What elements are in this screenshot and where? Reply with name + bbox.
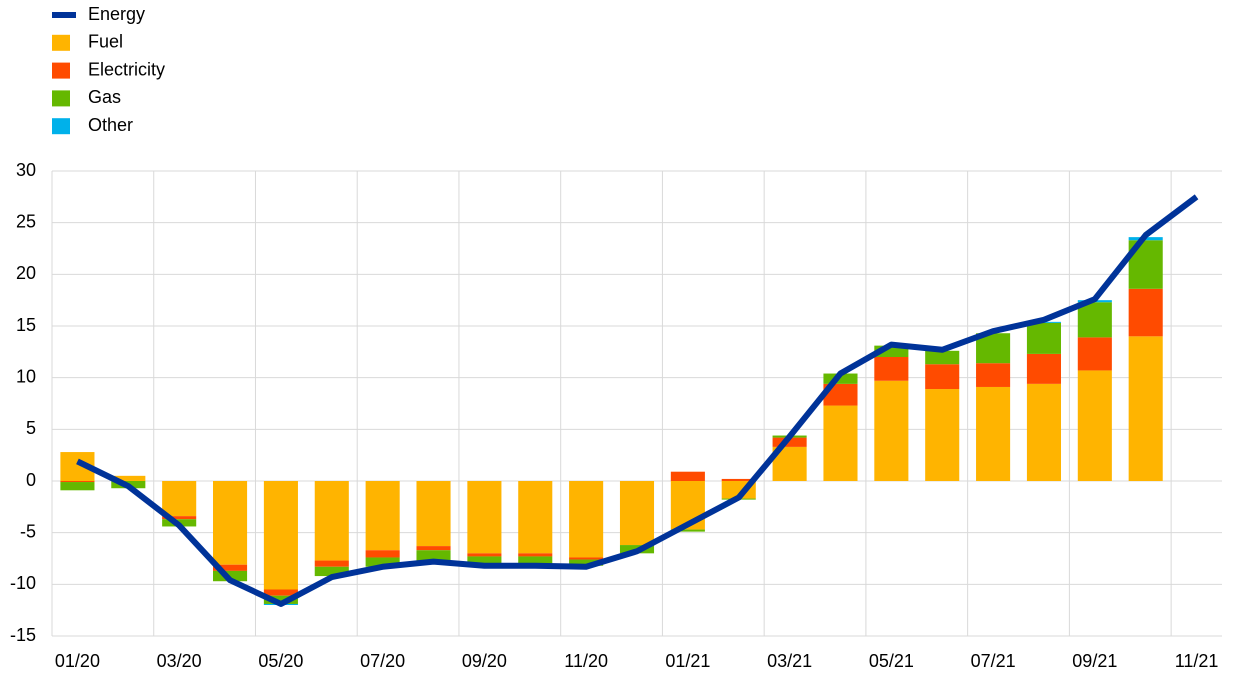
bar-segment (518, 481, 553, 554)
bar-segment (874, 357, 909, 381)
bar-segment (925, 350, 960, 365)
legend-label: Fuel (88, 32, 123, 52)
x-tick-label: 03/20 (157, 651, 202, 671)
bar-segment (569, 481, 604, 558)
bar-segment (1077, 370, 1112, 481)
bar-segment (162, 481, 197, 517)
x-tick-label: 11/20 (564, 651, 608, 671)
bar-segment (314, 481, 349, 561)
bar-segment (721, 478, 756, 481)
bar-segment (670, 529, 705, 532)
bar-segment (823, 373, 858, 384)
y-tick-label: -10 (10, 573, 36, 593)
bar-segment (467, 556, 502, 564)
bar-segment (569, 557, 604, 560)
bar-segment (60, 482, 95, 491)
x-tick-label: 05/21 (869, 651, 914, 671)
bar-segment (416, 546, 451, 551)
bar-segment (467, 553, 502, 557)
legend-label: Other (88, 115, 133, 135)
y-tick-label: 30 (16, 160, 36, 180)
bar-segment (976, 363, 1011, 387)
y-tick-label: 20 (16, 263, 36, 283)
bar-segment (314, 566, 349, 577)
bar-segment (1077, 302, 1112, 338)
bar-segment (619, 481, 655, 546)
bar-segment (162, 516, 197, 520)
bar-segment (772, 437, 807, 447)
y-tick-label: 10 (16, 366, 36, 386)
bar-segment (1026, 322, 1061, 354)
legend-swatch (52, 90, 70, 107)
y-tick-label: 5 (26, 418, 36, 438)
bar-segment (60, 481, 95, 483)
legend-line (52, 12, 76, 18)
x-tick-label: 03/21 (767, 651, 812, 671)
y-tick-label: 25 (16, 211, 36, 231)
y-tick-label: -15 (10, 625, 36, 645)
bar-segment (314, 560, 349, 567)
legend-label: Gas (88, 87, 121, 107)
bar-segment (1128, 336, 1163, 481)
bar-segment (518, 556, 553, 564)
legend-swatch (52, 34, 70, 51)
bar-segment (874, 380, 909, 481)
bar-segment (569, 559, 604, 566)
bar-segment (365, 481, 400, 551)
bar-segment (925, 389, 960, 481)
legend-swatch (52, 62, 70, 79)
bar-segment (263, 589, 298, 596)
bar-segment (263, 481, 298, 590)
legend-label: Energy (88, 4, 145, 24)
bar-segment (416, 481, 451, 547)
bar-segment (1077, 337, 1112, 371)
bar-segment (1128, 288, 1163, 337)
bar-segment (670, 471, 705, 481)
x-tick-label: 11/21 (1175, 651, 1219, 671)
bar-segment (416, 550, 451, 561)
bar-segment (467, 481, 502, 554)
bar-segment (213, 481, 248, 565)
legend-swatch (52, 118, 70, 135)
bar-segment (874, 345, 909, 357)
bar-segment (1026, 383, 1061, 481)
x-tick-label: 07/20 (360, 651, 405, 671)
y-tick-label: -5 (20, 521, 36, 541)
bar-segment (823, 405, 858, 481)
bar-segment (365, 557, 400, 567)
bar-segment (111, 475, 146, 481)
x-tick-label: 07/21 (971, 651, 1016, 671)
x-tick-label: 01/20 (55, 651, 100, 671)
y-tick-label: 0 (26, 470, 36, 490)
bar-segment (1026, 353, 1061, 384)
bar-segment (976, 386, 1011, 481)
bar-segment (925, 364, 960, 390)
x-tick-label: 09/20 (462, 651, 507, 671)
bar-segment (213, 564, 248, 571)
legend-label: Electricity (88, 59, 165, 79)
line (76, 194, 1199, 607)
x-tick-label: 01/21 (665, 651, 710, 671)
bar-segment (365, 550, 400, 558)
bar-segment (823, 383, 858, 406)
x-tick-label: 09/21 (1072, 651, 1117, 671)
y-tick-label: 15 (16, 315, 36, 335)
bar-segment (518, 553, 553, 557)
x-tick-label: 05/20 (258, 651, 303, 671)
bar-segment (263, 595, 298, 604)
